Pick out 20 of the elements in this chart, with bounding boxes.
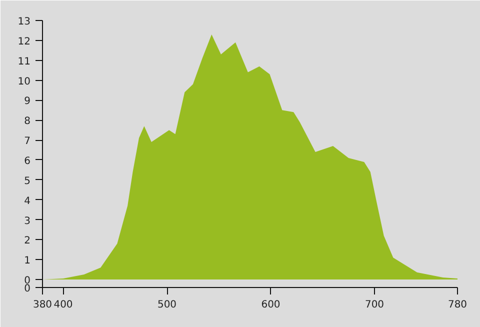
x-tick-label: 380 xyxy=(32,300,52,310)
y-tick-label: 0 xyxy=(24,284,31,294)
x-tick-label: 700 xyxy=(364,300,384,310)
y-tick-label: 3 xyxy=(24,216,31,227)
y-tick-label: 11 xyxy=(18,56,31,68)
x-tick-label: 780 xyxy=(448,300,468,310)
y-tick-label: 2 xyxy=(24,236,31,247)
y-tick-label: 5 xyxy=(24,176,31,187)
y-tick-label: 4 xyxy=(24,196,31,207)
y-tick-label: 8 xyxy=(24,116,31,128)
y-tick-label: 12 xyxy=(18,36,31,48)
y-tick-label: 6 xyxy=(24,156,31,167)
y-tick-label: 7 xyxy=(24,136,31,148)
x-tick-label: 600 xyxy=(261,300,280,310)
x-tick-label: 400 xyxy=(54,300,73,310)
x-tick-label: 500 xyxy=(157,300,177,310)
y-tick-label: 9 xyxy=(24,96,31,108)
y-tick-label: 10 xyxy=(18,76,31,88)
y-tick-label: 13 xyxy=(18,16,31,28)
y-tick-label: 1 xyxy=(24,256,31,267)
